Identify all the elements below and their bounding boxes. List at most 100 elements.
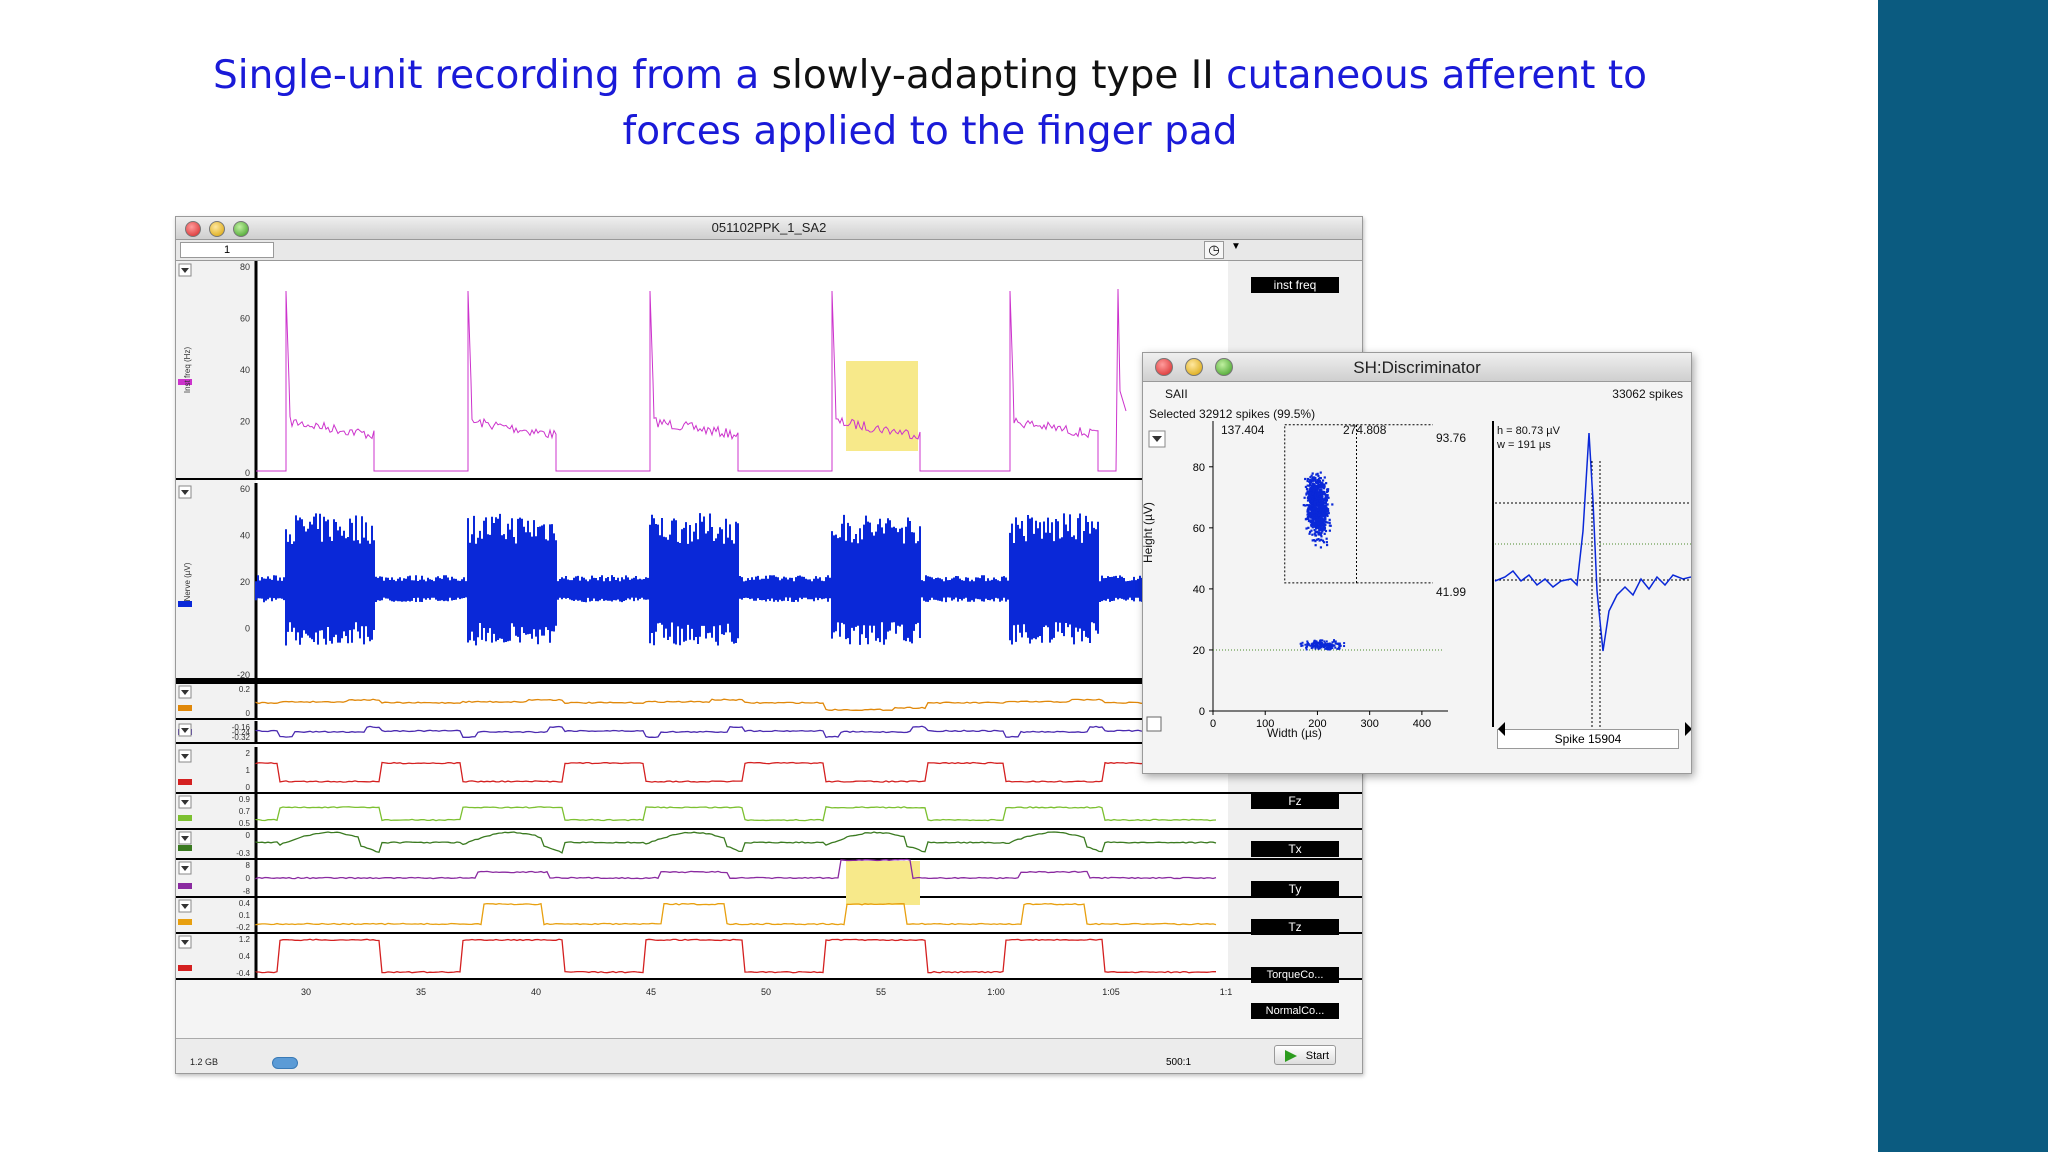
spike-point	[1321, 504, 1324, 507]
unit-name[interactable]: SAII	[1165, 387, 1188, 401]
spike-point	[1313, 524, 1316, 527]
spike-point	[1310, 490, 1314, 493]
spike-point	[1313, 499, 1316, 502]
width-min[interactable]: 137.404	[1221, 423, 1265, 437]
spike-point	[1323, 532, 1326, 535]
spike-navigator[interactable]: Spike 15904	[1497, 729, 1679, 749]
spike-point	[1324, 492, 1327, 495]
spike-point	[1312, 502, 1315, 505]
spike-point	[1315, 645, 1318, 648]
spike-point	[1328, 521, 1331, 524]
horizontal-scroll-thumb[interactable]	[272, 1057, 298, 1069]
height-min[interactable]: 41.99	[1436, 585, 1467, 599]
spike-point	[1307, 491, 1310, 495]
minimize-button[interactable]	[209, 221, 225, 237]
spike-point	[1320, 643, 1323, 646]
spike-point	[1311, 514, 1314, 517]
spike-point	[1309, 493, 1312, 496]
spike-point	[1319, 477, 1322, 480]
spike-point	[1318, 528, 1321, 532]
y-tick-label: 20	[1193, 645, 1205, 657]
spike-point	[1309, 478, 1312, 482]
spike-point	[1317, 507, 1321, 510]
discriminator-title: SH:Discriminator	[1353, 358, 1481, 377]
y-tick-label: 0.2	[239, 685, 251, 694]
spike-point	[1314, 491, 1317, 494]
spike-point	[1301, 641, 1304, 644]
spike-point	[1329, 643, 1332, 646]
spike-point	[1309, 491, 1312, 494]
channel-title-inst-freq[interactable]: inst freq	[1251, 277, 1339, 293]
spike-point	[1325, 482, 1328, 485]
channel-title-fz[interactable]: Fz	[1251, 793, 1339, 809]
channel-title-ty[interactable]: Ty	[1251, 881, 1339, 897]
spike-point	[1306, 504, 1309, 507]
spike-point	[1327, 488, 1330, 491]
close-button[interactable]	[1155, 358, 1173, 376]
spike-point	[1304, 477, 1307, 481]
spike-point	[1309, 521, 1312, 524]
chevron-down-icon	[1152, 436, 1162, 442]
spike-point	[1309, 476, 1312, 479]
channel-color-swatch	[178, 815, 192, 821]
spike-point	[1324, 494, 1327, 497]
spike-point	[1313, 500, 1317, 503]
spike-point	[1318, 497, 1321, 500]
y-tick-label: -0.16	[232, 723, 251, 732]
channel-title-tx[interactable]: Tx	[1251, 841, 1339, 857]
spike-point	[1311, 488, 1314, 491]
zoom-button[interactable]	[1215, 358, 1233, 376]
channel-title-torque[interactable]: TorqueCo...	[1251, 967, 1339, 983]
spike-point	[1316, 484, 1320, 487]
chevron-down-icon[interactable]: ▼	[1231, 241, 1241, 252]
spike-point	[1314, 518, 1318, 521]
force-trace	[255, 858, 1217, 880]
spike-point	[1311, 644, 1314, 647]
spike-point	[1314, 647, 1317, 650]
channel-color-swatch	[178, 919, 192, 925]
height-max[interactable]: 93.76	[1436, 431, 1467, 445]
spike-point	[1307, 484, 1311, 487]
spike-point	[1322, 498, 1325, 501]
channel-title-normal[interactable]: NormalCo...	[1251, 1003, 1339, 1019]
spike-point	[1320, 523, 1323, 526]
spike-point	[1308, 513, 1311, 516]
start-button[interactable]: Start	[1274, 1045, 1336, 1065]
clock-icon[interactable]: ◷	[1204, 241, 1224, 259]
force-trace	[255, 698, 1217, 712]
force-trace	[255, 725, 1217, 739]
spike-point	[1312, 507, 1315, 511]
chart-window-titlebar[interactable]: 051102PPK_1_SA2	[176, 217, 1362, 240]
next-spike-icon	[1685, 722, 1691, 736]
spike-point	[1324, 518, 1327, 521]
y-tick-label: -0.32	[232, 733, 251, 742]
channel-title-tz[interactable]: Tz	[1251, 919, 1339, 935]
width-max[interactable]: 274.808	[1343, 423, 1387, 437]
y-tick-label: 60	[1193, 523, 1205, 535]
spike-point	[1325, 646, 1328, 649]
spike-point	[1313, 528, 1316, 532]
zoom-field[interactable]: 500:1	[1166, 1057, 1192, 1068]
spike-point	[1335, 642, 1338, 645]
spike-point	[1307, 499, 1310, 502]
spike-point	[1320, 481, 1323, 484]
spike-point	[1321, 483, 1324, 486]
spike-point	[1320, 486, 1323, 489]
spike-point	[1321, 529, 1324, 532]
spike-point	[1321, 492, 1325, 495]
zoom-button[interactable]	[233, 221, 249, 237]
spike-point	[1322, 508, 1325, 511]
spike-point	[1324, 642, 1327, 645]
inst-freq-trace	[256, 288, 1127, 472]
minimize-button[interactable]	[1185, 358, 1203, 376]
spike-point	[1331, 647, 1334, 650]
close-button[interactable]	[185, 221, 201, 237]
y-tick-label: 1.2	[239, 935, 251, 944]
spike-point	[1329, 645, 1332, 648]
page-field[interactable]: 1	[180, 242, 274, 258]
discriminator-window[interactable]: SH:Discriminator SAII 33062 spikes Selec…	[1141, 352, 1692, 774]
channel-color-swatch	[178, 779, 192, 785]
discriminator-titlebar[interactable]: SH:Discriminator	[1143, 353, 1691, 382]
